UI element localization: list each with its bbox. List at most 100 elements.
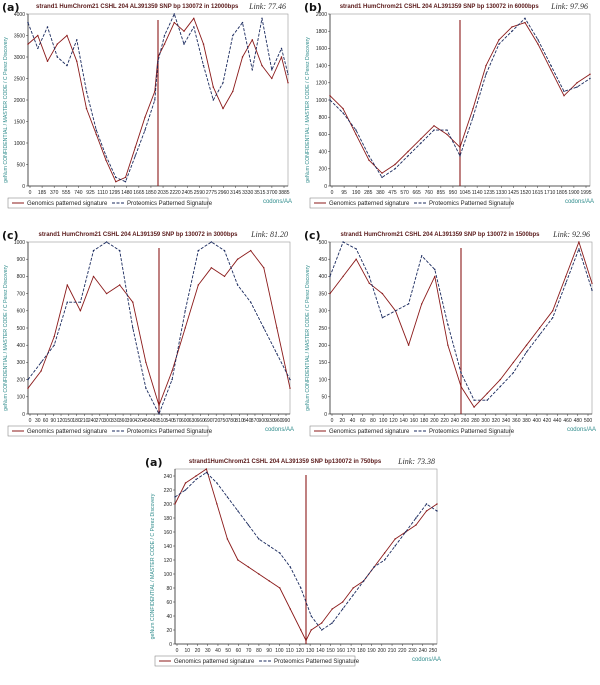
proteomics-data-point [261,17,263,19]
genomics-data-point [524,21,526,24]
proteomics-data-point [425,503,428,505]
x-tick-label: 460 [563,418,572,424]
genomics-data-point [383,552,386,554]
genomics-data-point [210,267,213,269]
chart-svg: (c) strand1 HumChrom21 CSHL 204 AL391359 … [2,229,294,437]
x-tick-label: 210 [388,648,397,654]
x-tick-label: 760 [425,190,434,196]
genomics-data-point [171,370,173,372]
proteomics-data-point [472,116,474,118]
genomics-data-point [512,361,515,364]
y-tick-label: 400 [319,149,328,155]
y-tick-label: 800 [17,274,26,280]
proteomics-data-point [157,60,159,62]
proteomics-data-point [119,249,121,252]
x-tick-label: 300 [481,418,490,424]
genomics-data-point [310,629,312,631]
proteomics-data-point [446,129,448,131]
y-tick-label: 1000 [316,98,327,104]
proteomics-data-point [66,301,69,303]
chart-title: strand1 HumChrom21 CSHL 204 AL391359 SNP… [39,232,239,238]
genomics-data-point [173,21,175,24]
y-tick-label: 400 [319,274,328,280]
proteomics-data-point [447,323,449,326]
proteomics-data-point [144,129,146,131]
genomics-data-point [305,639,307,642]
proteomics-data-point [173,13,175,15]
genomics-data-point [247,566,250,568]
proteomics-data-point [271,69,273,71]
y-tick-label: 150 [319,360,328,366]
y-tick-label: 350 [319,291,328,297]
y-tick-label: 2000 [316,12,327,18]
proteomics-data-point [115,176,117,179]
x-tick-label: 480 [574,418,583,424]
x-tick-label: 740 [74,190,83,196]
proteomics-data-point [404,531,407,533]
y-tick-label: 500 [319,240,328,246]
proteomics-data-point [342,608,344,610]
legend-box [309,425,511,437]
chart-title: strand1 HumChrom21 CSHL 204 AL391359 SNP… [340,4,540,10]
y-axis-label: geNum CONFIDENTIAL / MASTER CODE / C Per… [150,493,156,639]
proteomics-data-point [268,545,270,547]
y-tick-label: 900 [17,257,26,263]
y-axis-label: geNum CONFIDENTIAL / MASTER CODE / C Per… [305,37,311,183]
x-tick-label: 320 [492,418,501,424]
genomics-data-point [578,241,580,243]
genomics-data-point [251,39,253,41]
x-tick-label: 1295 [109,190,120,196]
x-tick-label: 180 [72,418,81,424]
x-tick-label: 2220 [170,190,181,196]
y-tick-label: 0 [22,412,25,418]
x-tick-label: 690 [204,418,213,424]
x-tick-label: 130 [306,648,315,654]
x-tick-label: 1045 [459,190,470,196]
genomics-data-point [216,503,218,505]
genomics-data-point [27,43,29,45]
x-tick-label: 220 [440,418,449,424]
y-tick-label: 20 [166,628,172,634]
x-tick-label: 270 [96,418,105,424]
x-tick-label: 1710 [544,190,555,196]
proteomics-data-point [381,176,383,179]
proteomics-data-point [163,34,166,37]
proteomics-data-point [279,552,281,554]
proteomics-data-point [195,478,197,481]
x-tick-label: 810 [235,418,244,424]
x-tick-label: 420 [134,418,143,424]
x-tick-label: 1850 [145,190,156,196]
legend-genomics-label: Genomics patterned signature [329,201,410,207]
proteomics-data-point [37,47,39,50]
genomics-data-point [92,275,95,278]
genomics-data-point [355,133,357,136]
genomics-data-point [407,150,409,153]
x-tick-label: 360 [512,418,521,424]
x-tick-label: 30 [205,648,211,654]
y-tick-label: 0 [324,184,327,190]
y-tick-label: 800 [319,115,328,121]
x-tick-label: 50 [225,648,231,654]
x-tick-label: 720 [212,418,221,424]
proteomics-data-point [222,82,224,84]
x-tick-label: 930 [266,418,275,424]
proteomics-data-point [202,64,205,67]
proteomics-data-point [92,249,95,252]
genomics-data-point [79,310,82,312]
proteomics-data-point [251,69,253,71]
x-tick-label: 300 [103,418,112,424]
y-tick-label: 1200 [316,81,327,87]
genomics-data-point [446,133,448,136]
genomics-data-point [183,30,185,32]
genomics-data-point [212,86,214,88]
x-tick-label: 190 [367,648,376,654]
x-tick-label: 40 [215,648,221,654]
x-tick-label: 140 [400,418,409,424]
x-tick-label: 360 [119,418,128,424]
proteomics-data-point [79,301,82,303]
proteomics-data-point [154,99,156,101]
x-tick-label: 570 [400,190,409,196]
x-tick-label: 240 [88,418,97,424]
y-tick-label: 600 [17,309,26,315]
genomics-data-point [589,73,591,75]
